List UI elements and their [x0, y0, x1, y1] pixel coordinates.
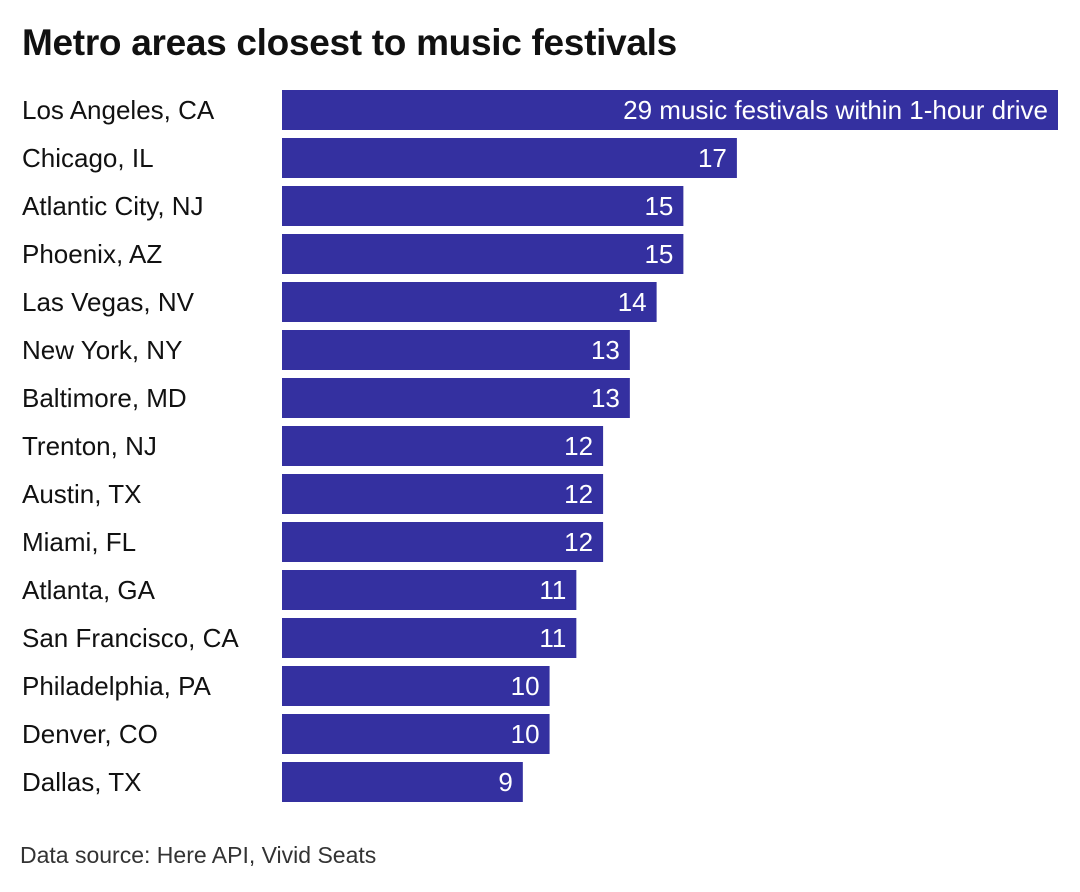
category-label: San Francisco, CA [22, 623, 239, 653]
category-label: Los Angeles, CA [22, 95, 215, 125]
bar [282, 282, 657, 322]
bar-value-label: 15 [644, 191, 673, 221]
bar [282, 378, 630, 418]
category-label: Phoenix, AZ [22, 239, 162, 269]
category-label: Baltimore, MD [22, 383, 187, 413]
bar-value-label: 10 [511, 671, 540, 701]
bar-value-label: 13 [591, 335, 620, 365]
data-source-note: Data source: Here API, Vivid Seats [20, 842, 377, 868]
category-label: Philadelphia, PA [22, 671, 212, 701]
bar-chart: Los Angeles, CA 29 music festivals within… [22, 90, 1058, 802]
bar [282, 714, 550, 754]
category-label: Chicago, IL [22, 143, 154, 173]
category-label: Denver, CO [22, 719, 158, 749]
bar [282, 330, 630, 370]
bar-value-label: 9 [498, 767, 512, 797]
bar [282, 186, 684, 226]
bar [282, 426, 604, 466]
bar-value-label: 12 [564, 479, 593, 509]
bar-value-label: 10 [511, 719, 540, 749]
bar-value-label: 29 music festivals within 1-hour drive [623, 95, 1048, 125]
bar [282, 522, 604, 562]
bar-value-label: 15 [644, 239, 673, 269]
bar [282, 138, 737, 178]
category-label: Dallas, TX [22, 767, 141, 797]
category-label: Austin, TX [22, 479, 141, 509]
bar-value-label: 17 [698, 143, 727, 173]
bar-value-label: 13 [591, 383, 620, 413]
bar [282, 570, 577, 610]
bar-value-label: 12 [564, 527, 593, 557]
category-label: Atlanta, GA [22, 575, 156, 605]
bar [282, 762, 523, 802]
bar-value-label: 12 [564, 431, 593, 461]
category-label: Trenton, NJ [22, 431, 157, 461]
bar-value-label: 11 [539, 575, 566, 605]
bar [282, 666, 550, 706]
bar [282, 474, 604, 514]
category-label: Atlantic City, NJ [22, 191, 204, 221]
category-label: Miami, FL [22, 527, 136, 557]
chart-title: Metro areas closest to music festivals [22, 22, 677, 63]
bar [282, 234, 684, 274]
bar [282, 618, 577, 658]
bar-value-label: 11 [539, 623, 566, 653]
category-label: Las Vegas, NV [22, 287, 195, 317]
category-label: New York, NY [22, 335, 182, 365]
bar [282, 90, 1058, 130]
bar-value-label: 14 [618, 287, 647, 317]
